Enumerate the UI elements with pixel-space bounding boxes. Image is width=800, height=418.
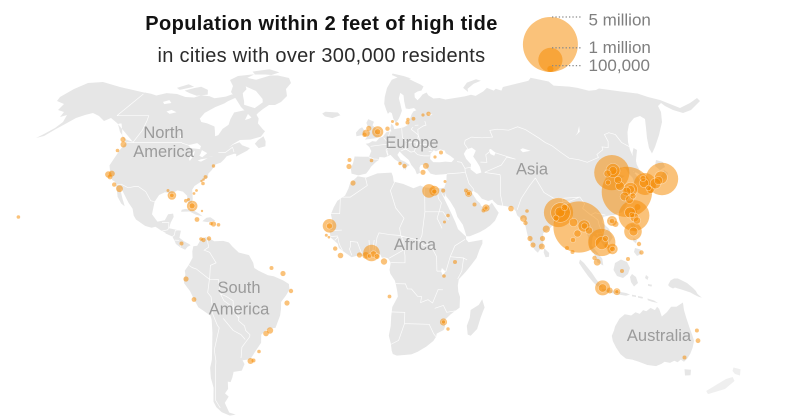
svg-text:Australia: Australia — [627, 327, 692, 345]
svg-text:5 million: 5 million — [589, 10, 651, 29]
svg-text:1 million: 1 million — [589, 38, 651, 57]
svg-text:North: North — [143, 124, 183, 142]
svg-text:Asia: Asia — [516, 161, 549, 179]
svg-text:Africa: Africa — [394, 236, 437, 254]
svg-text:America: America — [133, 143, 194, 161]
svg-text:South: South — [217, 279, 260, 297]
svg-text:100,000: 100,000 — [589, 56, 650, 75]
svg-text:America: America — [209, 300, 270, 318]
svg-text:Europe: Europe — [385, 134, 438, 152]
